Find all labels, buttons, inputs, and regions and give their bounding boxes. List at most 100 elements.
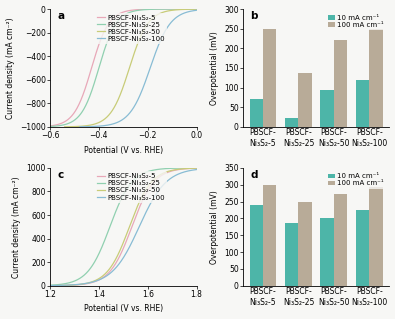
Bar [250,205,263,286]
PBSCF-Ni₃S₂-50 [147,182,152,186]
PBSCF-Ni₃S₂-25 [56,124,61,128]
Text: a: a [57,11,64,21]
X-axis label: Potential (V vs. RHE): Potential (V vs. RHE) [84,304,163,314]
PBSCF-Ni₃S₂-100 [77,125,82,129]
Bar [369,29,383,127]
PBSCF-Ni₃S₂-5 [194,166,199,170]
PBSCF-Ni₃S₂-100 [170,19,175,23]
PBSCF-Ni₃S₂-100 [88,125,92,129]
Legend: PBSCF-Ni₃S₂-5, PBSCF-Ni₃S₂-25, PBSCF-Ni₃S₂-50, PBSCF-Ni₃S₂-100: PBSCF-Ni₃S₂-5, PBSCF-Ni₃S₂-25, PBSCF-Ni₃… [94,171,167,203]
PBSCF-Ni₃S₂-50 [194,166,199,170]
PBSCF-Ni₃S₂-5 [56,122,61,126]
PBSCF-Ni₃S₂-25 [48,124,53,128]
PBSCF-Ni₃S₂-50 [124,233,129,237]
PBSCF-Ni₃S₂-5 [124,240,128,244]
PBSCF-Ni₃S₂-50 [145,22,150,26]
PBSCF-Ni₃S₂-5 [53,284,58,287]
PBSCF-Ni₃S₂-100 [105,123,110,127]
PBSCF-Ni₃S₂-5 [174,7,179,11]
Text: d: d [250,170,258,180]
Line: PBSCF-Ni₃S₂-50: PBSCF-Ni₃S₂-50 [65,9,197,127]
Text: b: b [250,11,258,21]
PBSCF-Ni₃S₂-100 [194,8,199,12]
PBSCF-Ni₃S₂-25 [174,7,179,11]
PBSCF-Ni₃S₂-25 [178,166,182,170]
Legend: 10 mA cm⁻¹, 100 mA cm⁻¹: 10 mA cm⁻¹, 100 mA cm⁻¹ [326,12,386,30]
PBSCF-Ni₃S₂-5 [141,198,145,202]
Line: PBSCF-Ni₃S₂-50: PBSCF-Ni₃S₂-50 [53,168,197,286]
PBSCF-Ni₃S₂-100 [194,168,199,172]
PBSCF-Ni₃S₂-5 [159,7,164,11]
PBSCF-Ni₃S₂-25 [151,168,156,172]
Bar [320,219,334,286]
PBSCF-Ni₃S₂-5 [82,282,87,286]
Text: c: c [57,170,64,180]
PBSCF-Ni₃S₂-100 [133,234,137,237]
Bar [299,202,312,286]
Bar [285,118,299,127]
Bar [285,223,299,286]
PBSCF-Ni₃S₂-50 [78,124,83,128]
PBSCF-Ni₃S₂-25 [173,166,178,170]
PBSCF-Ni₃S₂-25 [184,166,189,170]
PBSCF-Ni₃S₂-50 [51,284,55,287]
PBSCF-Ni₃S₂-100 [128,111,132,115]
PBSCF-Ni₃S₂-50 [85,281,90,285]
Bar [356,80,369,127]
X-axis label: Potential (V vs. RHE): Potential (V vs. RHE) [84,146,163,155]
PBSCF-Ni₃S₂-50 [92,122,96,126]
PBSCF-Ni₃S₂-25 [77,277,82,280]
PBSCF-Ni₃S₂-25 [48,283,53,287]
PBSCF-Ni₃S₂-50 [65,125,70,129]
PBSCF-Ni₃S₂-25 [159,7,164,11]
PBSCF-Ni₃S₂-25 [89,265,94,269]
PBSCF-Ni₃S₂-25 [117,202,121,206]
PBSCF-Ni₃S₂-100 [174,173,179,177]
PBSCF-Ni₃S₂-5 [125,237,130,241]
Bar [263,185,276,286]
PBSCF-Ni₃S₂-50 [99,120,103,123]
Y-axis label: Overpotential (mV): Overpotential (mV) [210,31,218,105]
PBSCF-Ni₃S₂-50 [62,125,67,129]
PBSCF-Ni₃S₂-100 [48,284,53,287]
Line: PBSCF-Ni₃S₂-100: PBSCF-Ni₃S₂-100 [80,10,197,127]
PBSCF-Ni₃S₂-5 [137,8,141,11]
PBSCF-Ni₃S₂-5 [194,7,199,11]
Line: PBSCF-Ni₃S₂-25: PBSCF-Ni₃S₂-25 [50,168,186,285]
PBSCF-Ni₃S₂-5 [141,7,146,11]
Bar [299,73,312,127]
PBSCF-Ni₃S₂-100 [115,121,120,124]
Line: PBSCF-Ni₃S₂-5: PBSCF-Ni₃S₂-5 [50,9,197,126]
Bar [250,100,263,127]
PBSCF-Ni₃S₂-50 [149,18,154,21]
PBSCF-Ni₃S₂-5 [67,283,72,287]
PBSCF-Ni₃S₂-50 [182,167,186,171]
PBSCF-Ni₃S₂-100 [141,216,146,220]
PBSCF-Ni₃S₂-5 [48,124,53,128]
Bar [356,210,369,286]
PBSCF-Ni₃S₂-100 [56,284,61,287]
Y-axis label: Current density (mA cm⁻²): Current density (mA cm⁻²) [12,176,21,278]
Bar [263,29,276,127]
PBSCF-Ni₃S₂-5 [86,281,91,285]
PBSCF-Ni₃S₂-100 [163,29,167,33]
Line: PBSCF-Ni₃S₂-25: PBSCF-Ni₃S₂-25 [50,9,197,126]
Y-axis label: Current density (mA cm⁻²): Current density (mA cm⁻²) [6,17,15,119]
Line: PBSCF-Ni₃S₂-5: PBSCF-Ni₃S₂-5 [55,168,197,286]
Line: PBSCF-Ni₃S₂-100: PBSCF-Ni₃S₂-100 [50,170,197,286]
PBSCF-Ni₃S₂-5 [133,8,137,12]
Y-axis label: Overpotential (mV): Overpotential (mV) [210,190,218,264]
PBSCF-Ni₃S₂-50 [68,283,73,287]
Bar [334,41,347,127]
Legend: PBSCF-Ni₃S₂-5, PBSCF-Ni₃S₂-25, PBSCF-Ni₃S₂-50, PBSCF-Ni₃S₂-100: PBSCF-Ni₃S₂-5, PBSCF-Ni₃S₂-25, PBSCF-Ni₃… [94,12,167,44]
PBSCF-Ni₃S₂-25 [137,8,141,12]
Bar [334,194,347,286]
PBSCF-Ni₃S₂-50 [56,284,61,287]
PBSCF-Ni₃S₂-25 [133,9,137,13]
PBSCF-Ni₃S₂-25 [194,7,199,11]
Bar [369,187,383,286]
PBSCF-Ni₃S₂-50 [194,7,199,11]
Legend: 10 mA cm⁻¹, 100 mA cm⁻¹: 10 mA cm⁻¹, 100 mA cm⁻¹ [326,171,386,189]
PBSCF-Ni₃S₂-100 [137,225,141,229]
Bar [320,90,334,127]
